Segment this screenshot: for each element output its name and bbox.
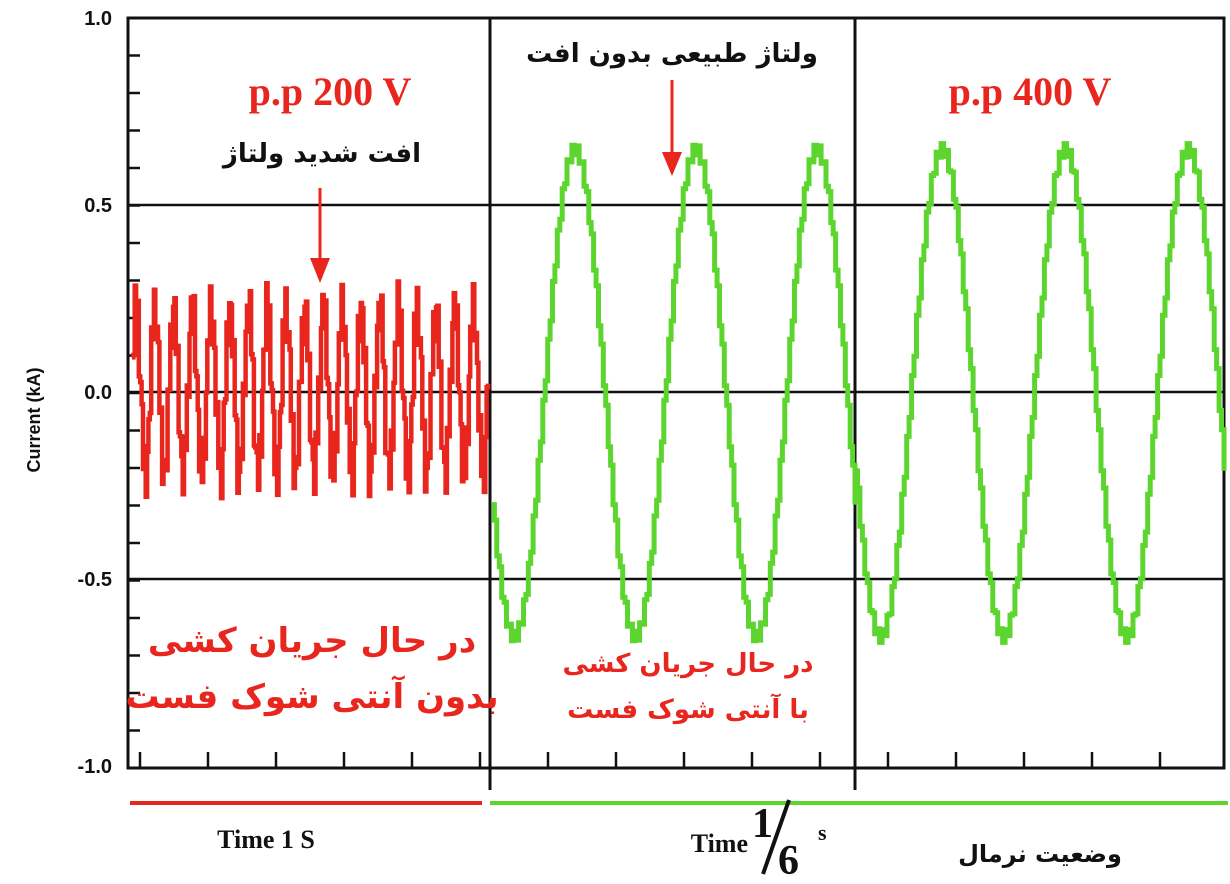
annotation-severe-voltage-drop: افت شدید ولتاژ: [221, 139, 421, 169]
arrow-severe-drop-head: [310, 258, 330, 283]
y-axis-label: Current (kA): [24, 367, 44, 472]
ytick-label--1.0: -1.0: [78, 756, 112, 778]
normal-state-label: وضعیت نرمال: [958, 840, 1122, 868]
annotation-with-antishock-line2: با آنتی شوک فست: [567, 693, 809, 725]
annotation-with-antishock-line1: در حال جریان کشی: [562, 649, 813, 679]
ytick-label--0.5: -0.5: [78, 569, 112, 591]
ytick-label-0.5: 0.5: [84, 195, 112, 217]
ytick-label-0.0: 0.0: [84, 382, 112, 404]
fraction-denominator: 6: [778, 838, 799, 884]
series-green-waveform-2: [855, 141, 1227, 645]
time-1s-label: Time 1 S: [217, 825, 315, 854]
series-green-waveform-1: [491, 142, 858, 644]
arrow-normal-voltage-head: [662, 152, 682, 176]
annotation-without-antishock-line1: در حال جریان کشی: [148, 621, 476, 661]
annotation-normal-voltage: ولتاژ طبیعی بدون افت: [526, 39, 818, 69]
fraction-unit: s: [818, 820, 827, 845]
time-sixth-word: Time: [691, 829, 748, 858]
minor-ticks: [128, 16, 1162, 770]
annotation-pp-200v: p.p 200 V: [249, 69, 412, 114]
annotation-without-antishock-line2: بدون آنتی شوک فست: [125, 675, 498, 717]
fraction-slash: [761, 799, 791, 875]
annotation-pp-400v: p.p 400 V: [949, 69, 1112, 114]
series-red-waveform: [131, 279, 491, 501]
ytick-label-1.0: 1.0: [84, 8, 112, 30]
fraction-numerator: 1: [752, 801, 773, 847]
